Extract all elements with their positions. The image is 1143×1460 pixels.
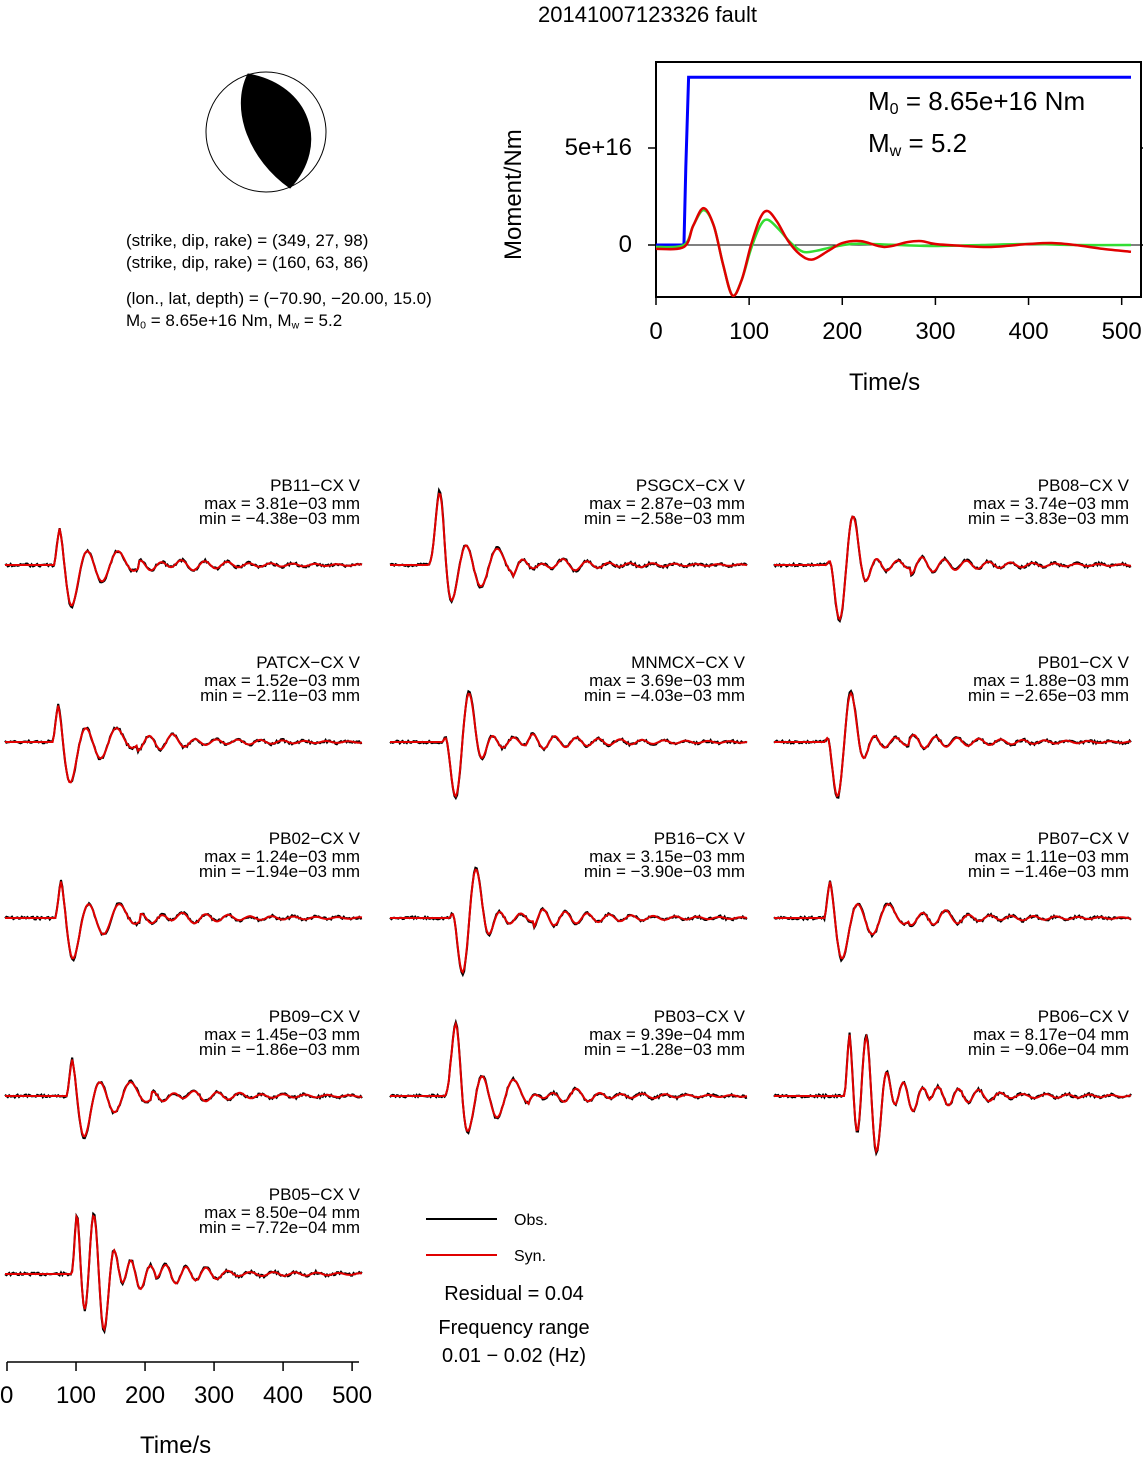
station-min-7: min = −3.90e−03 mm [583,862,745,881]
moment-series-2 [655,206,1132,298]
station-max-0: max = 3.81e−03 mm [204,494,360,513]
station-name-9: PB09−CX V [268,1007,360,1026]
station-max-3: max = 1.52e−03 mm [204,671,360,690]
moment-xlabel: Time/s [849,369,921,396]
station-max-5: max = 1.88e−03 mm [973,671,1129,690]
waveform-syn-1 [390,492,748,602]
location-text: (lon., lat, depth) = (−70.90, −20.00, 15… [126,289,432,308]
moment-annotation: M0 = 8.65e+16 Nm Mw = 5.2 [868,84,1085,168]
residual-block: Residual = 0.04 Frequency range 0.01 − 0… [400,1280,628,1370]
waveform-syn-11 [774,1033,1132,1155]
station-name-3: PATCX−CX V [256,653,360,672]
station-min-0: min = −4.38e−03 mm [198,509,360,528]
figure-title: 20141007123326 fault [538,2,757,27]
waveform-syn-0 [5,528,363,607]
beachball-compressional-quadrant [240,73,312,189]
station-min-5: min = −2.65e−03 mm [967,686,1129,705]
solution-info: (strike, dip, rake) = (349, 27, 98) (str… [126,230,368,274]
station-min-8: min = −1.46e−03 mm [967,862,1129,881]
waveform-xtick-label-500: 500 [332,1382,373,1409]
legend-syn-label: Syn. [514,1248,547,1265]
waveform-syn-9 [5,1059,363,1138]
moment-frame [655,61,1142,298]
station-min-4: min = −4.03e−03 mm [583,686,745,705]
moment-xtick-label-500: 500 [1101,318,1142,345]
waveform-xtick-label-200: 200 [125,1382,166,1409]
station-name-0: PB11−CX V [270,476,360,495]
station-min-11: min = −9.06e−04 mm [967,1040,1129,1059]
station-name-7: PB16−CX V [653,829,745,848]
station-name-4: MNMCX−CX V [631,653,745,672]
waveform-xtick-label-0: 0 [0,1382,14,1409]
moment-xtick-label-0: 0 [649,318,663,345]
location-info: (lon., lat, depth) = (−70.90, −20.00, 15… [126,288,432,337]
station-name-2: PB08−CX V [1037,476,1129,495]
station-max-6: max = 1.24e−03 mm [204,847,360,866]
waveform-syn-4 [390,692,748,799]
mw-annotation: Mw = 5.2 [868,128,968,161]
station-max-4: max = 3.69e−03 mm [589,671,745,690]
station-min-2: min = −3.83e−03 mm [967,509,1129,528]
station-max-2: max = 3.74e−03 mm [973,494,1129,513]
frequency-label: Frequency range [438,1317,590,1339]
station-max-1: max = 2.87e−03 mm [589,494,745,513]
waveform-syn-2 [774,515,1132,622]
waveform-xtick-label-100: 100 [55,1382,97,1409]
station-min-9: min = −1.86e−03 mm [198,1040,360,1059]
waveform-syn-3 [5,705,363,784]
waveform-syn-10 [390,1020,748,1132]
station-max-10: max = 9.39e−04 mm [589,1025,745,1044]
waveform-syn-8 [774,881,1132,960]
station-name-8: PB07−CX V [1037,829,1129,848]
station-min-12: min = −7.72e−04 mm [198,1218,360,1237]
station-min-10: min = −1.28e−03 mm [583,1040,745,1059]
waveform-xtick-label-400: 400 [263,1382,304,1409]
moment-series-0 [656,75,1131,247]
residual-text: Residual = 0.04 [444,1283,584,1305]
waveform-syn-7 [390,868,748,975]
frequency-range: 0.01 − 0.02 (Hz) [442,1345,586,1367]
waveform-xlabel: Time/s [140,1432,212,1459]
waveform-syn-6 [5,881,363,960]
station-name-5: PB01−CX V [1037,653,1129,672]
waveform-xtick-label-300: 300 [194,1382,235,1409]
moment-xtick-label-100: 100 [729,318,770,345]
moment-ytick-label-1: 5e+16 [564,134,632,161]
waveform-obs-7 [389,866,748,978]
moment-xtick-label-300: 300 [915,318,956,345]
station-min-1: min = −2.58e−03 mm [583,509,745,528]
station-max-8: max = 1.11e−03 mm [974,847,1129,866]
station-max-7: max = 3.15e−03 mm [589,847,745,866]
m0-annotation: M0 = 8.65e+16 Nm [868,86,1086,119]
waveform-obs-3 [4,703,363,784]
plane1-text: (strike, dip, rake) = (349, 27, 98) [126,231,369,250]
station-min-6: min = −1.94e−03 mm [198,862,360,881]
station-name-10: PB03−CX V [653,1007,745,1026]
station-name-1: PSGCX−CX V [635,476,745,495]
magnitude-text: M0 = 8.65e+16 Nm, Mw = 5.2 [126,311,343,332]
station-max-11: max = 8.17e−04 mm [973,1025,1129,1044]
plane2-text: (strike, dip, rake) = (160, 63, 86) [126,253,369,272]
station-max-12: max = 8.50e−04 mm [204,1203,360,1222]
moment-ytick-label-0: 0 [618,231,632,258]
station-name-11: PB06−CX V [1037,1007,1129,1026]
moment-xtick-label-200: 200 [822,318,863,345]
station-min-3: min = −2.11e−03 mm [200,686,360,705]
waveform-obs-5 [773,689,1132,799]
moment-xtick-label-400: 400 [1008,318,1049,345]
legend-obs-label: Obs. [514,1212,548,1229]
station-name-6: PB02−CX V [268,829,360,848]
waveform-syn-5 [774,691,1132,798]
station-name-12: PB05−CX V [268,1185,360,1204]
station-max-9: max = 1.45e−03 mm [204,1025,360,1044]
waveform-syn-12 [5,1213,362,1332]
